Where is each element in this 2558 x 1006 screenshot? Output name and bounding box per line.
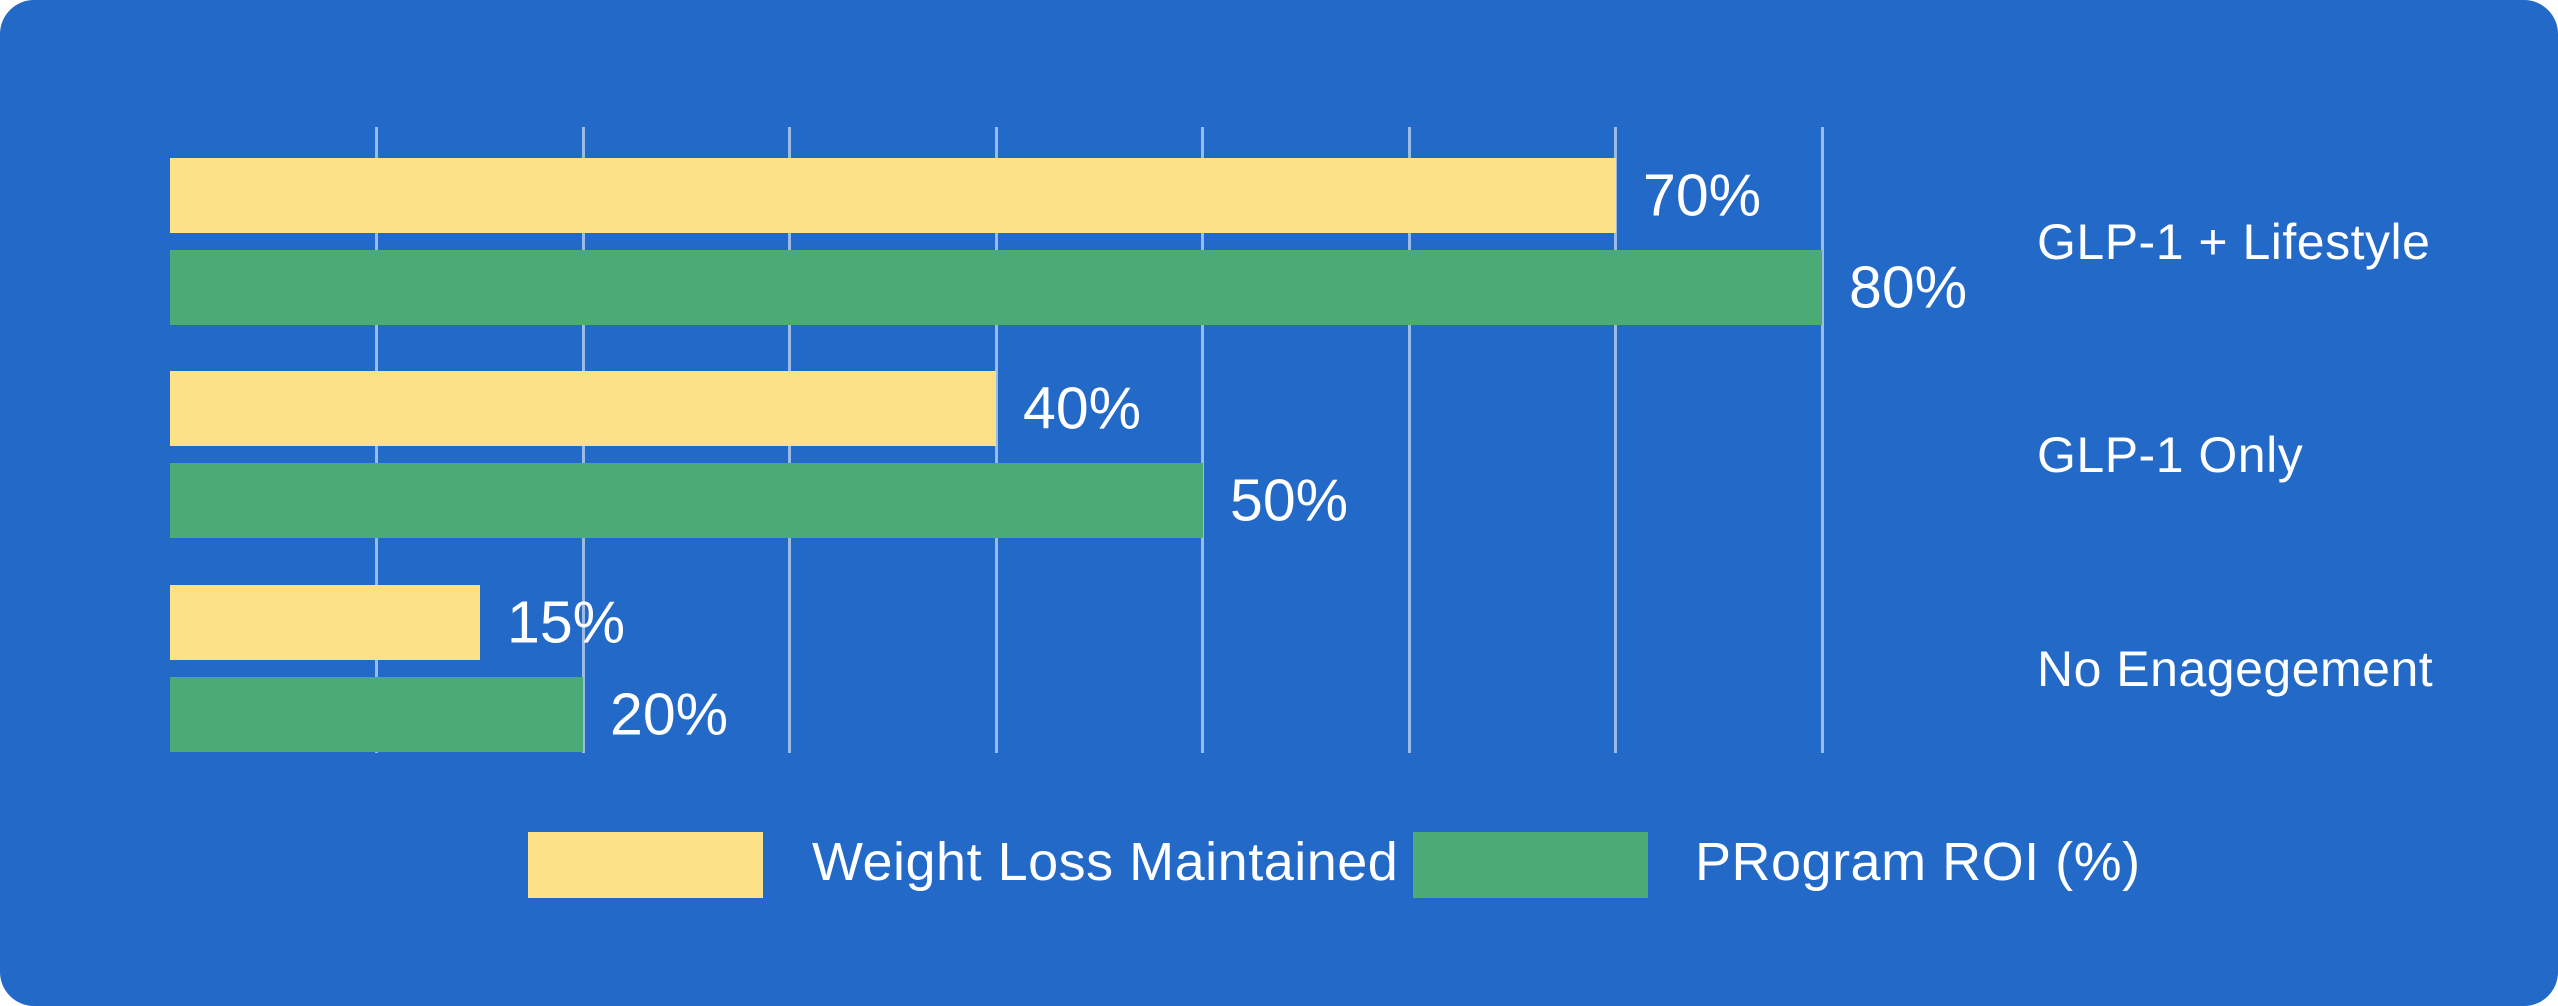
value-label: 70% [1643, 162, 1762, 228]
value-label: 50% [1230, 467, 1349, 533]
value-label: 40% [1023, 375, 1142, 441]
gridline-80% [1820, 127, 1824, 753]
gridline-60% [1407, 127, 1411, 753]
gridline-70% [1614, 127, 1617, 753]
gridline-50% [1201, 127, 1204, 753]
value-label: 80% [1849, 254, 1968, 320]
bar-weight-loss-maintained-0 [170, 158, 1616, 233]
category-label: GLP-1 + Lifestyle [2037, 213, 2431, 270]
category-label: GLP-1 Only [2037, 426, 2304, 483]
legend-label-program-roi: PRogram ROI (%) [1695, 832, 2141, 892]
value-label: 20% [610, 681, 729, 747]
bar-weight-loss-maintained-1 [170, 371, 996, 446]
legend-swatch-weight-loss-maintained [528, 832, 763, 898]
bar-weight-loss-maintained-2 [170, 585, 480, 660]
bar-program-roi--1 [170, 463, 1203, 538]
legend-label-weight-loss-maintained: Weight Loss Maintained [812, 832, 1399, 892]
category-label: No Enagegement [2037, 640, 2434, 697]
legend-swatch-program-roi [1413, 832, 1648, 898]
value-label: 15% [507, 589, 626, 655]
gridline-40% [994, 127, 998, 753]
bar-program-roi--0 [170, 250, 1822, 325]
bar-program-roi--2 [170, 677, 583, 752]
